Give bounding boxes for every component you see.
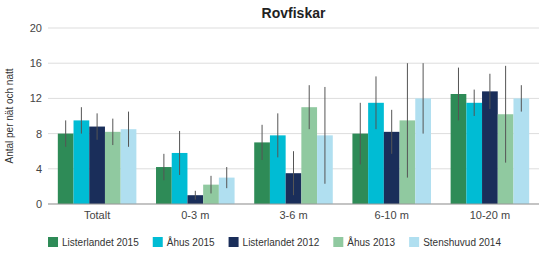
error-bar [474,90,475,116]
x-tick-label: 3-6 m [279,209,307,221]
plot-area [58,63,529,204]
legend-swatch [48,237,58,247]
grid-line [48,28,539,29]
bar [466,103,482,204]
error-bar [375,76,376,129]
legend-item: Åhus 2015 [153,236,215,248]
error-bar [97,113,98,139]
bar [513,98,529,204]
error-bar [65,120,66,146]
error-bar [293,151,294,195]
y-tick-label: 12 [30,92,42,104]
legend-label: Stenshuvud 2014 [423,237,501,248]
error-bar [81,107,82,133]
error-bar [112,119,113,145]
y-axis-label: Antal per nät och natt [4,68,15,163]
legend-swatch [153,237,163,247]
error-bar [309,85,310,129]
x-tick-label: 10-20 m [470,209,510,221]
legend: Listerlandet 2015 Åhus 2015 Listerlandet 2… [48,236,501,248]
error-bar [211,176,212,194]
error-bar [179,131,180,175]
y-tick-label: 16 [30,57,42,69]
y-tick-label: 8 [36,128,42,140]
y-tick-label: 4 [36,163,42,175]
legend-swatch [409,237,419,247]
y-tick-label: 0 [36,198,42,210]
legend-item: Listerlandet 2012 [229,237,320,248]
error-bar [277,113,278,157]
error-bar [128,112,129,147]
error-bar [195,191,196,200]
chart: Rovfiskar Antal per nät och natt 0 4 8 12 16 20… [0,0,549,254]
legend-swatch [229,237,239,247]
y-tick-label: 20 [30,22,42,34]
legend-item: Stenshuvud 2014 [409,237,501,248]
error-bar [360,103,361,165]
legend-label: Listerlandet 2012 [243,237,320,248]
error-bar [407,63,408,177]
error-bar [505,66,506,163]
x-tick-label: 6-10 m [375,209,409,221]
error-bar [324,87,325,184]
x-tick-label: Totalt [84,209,110,221]
error-bar [521,85,522,111]
legend-swatch [333,237,343,247]
legend-item: Åhus 2013 [333,236,395,248]
legend-label: Åhus 2015 [167,236,215,248]
error-bar [489,74,490,109]
error-bar [262,125,263,160]
grid-line [48,204,539,205]
title: Rovfiskar [262,5,326,21]
error-bar [163,154,164,180]
legend-item: Listerlandet 2015 [48,237,139,248]
error-bar [423,63,424,133]
error-bar [226,167,227,188]
x-tick-label: 0-3 m [181,209,209,221]
legend-label: Listerlandet 2015 [62,237,139,248]
grid-line [48,63,539,64]
legend-label: Åhus 2013 [347,236,395,248]
error-bar [458,68,459,121]
x-axis-line [48,204,539,205]
error-bar [391,110,392,154]
